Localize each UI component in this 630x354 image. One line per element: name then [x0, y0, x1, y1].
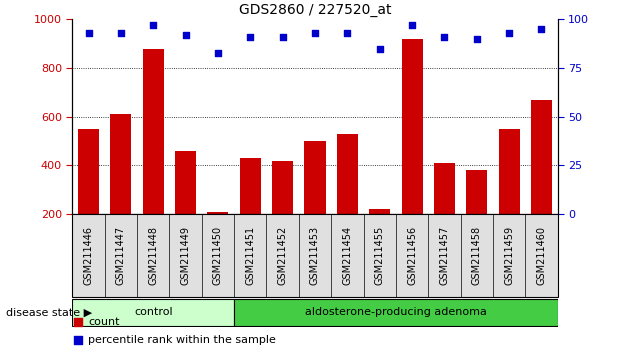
Bar	[72, 299, 234, 326]
Bar	[498, 129, 520, 263]
Point	[439, 34, 449, 40]
Point	[213, 50, 223, 56]
Point	[536, 27, 546, 32]
Point	[72, 337, 83, 342]
Point	[181, 32, 191, 38]
Bar	[143, 49, 164, 263]
Bar	[240, 158, 261, 263]
Text: GSM211455: GSM211455	[375, 226, 385, 285]
Text: GSM211449: GSM211449	[181, 226, 191, 285]
Text: aldosterone-producing adenoma: aldosterone-producing adenoma	[305, 307, 487, 318]
Text: control: control	[134, 307, 173, 318]
Text: disease state ▶: disease state ▶	[6, 307, 93, 318]
Text: GSM211450: GSM211450	[213, 226, 223, 285]
Bar	[401, 39, 423, 263]
Point	[84, 30, 94, 36]
Point	[245, 34, 255, 40]
Bar	[434, 163, 455, 263]
Text: GSM211446: GSM211446	[84, 226, 94, 285]
Text: GSM211459: GSM211459	[504, 226, 514, 285]
Text: GSM211457: GSM211457	[439, 226, 449, 285]
Bar	[337, 134, 358, 263]
Point	[278, 34, 288, 40]
Point	[375, 46, 385, 52]
Bar	[175, 151, 196, 263]
Text: GSM211448: GSM211448	[148, 226, 158, 285]
Point	[472, 36, 482, 42]
Text: GSM211458: GSM211458	[472, 226, 482, 285]
Bar	[369, 209, 390, 263]
Bar	[78, 129, 99, 263]
Point	[407, 23, 417, 28]
Bar	[110, 114, 132, 263]
Text: percentile rank within the sample: percentile rank within the sample	[88, 335, 277, 344]
Point	[116, 30, 126, 36]
Bar	[272, 161, 293, 263]
Text: GSM211451: GSM211451	[245, 226, 255, 285]
Point	[148, 23, 158, 28]
Text: GSM211460: GSM211460	[536, 226, 546, 285]
Bar	[234, 299, 558, 326]
Point	[310, 30, 320, 36]
Text: GSM211447: GSM211447	[116, 226, 126, 285]
Title: GDS2860 / 227520_at: GDS2860 / 227520_at	[239, 3, 391, 17]
Text: GSM211453: GSM211453	[310, 226, 320, 285]
Bar	[531, 100, 552, 263]
Point	[342, 30, 352, 36]
Bar	[304, 141, 326, 263]
Bar	[466, 170, 487, 263]
Text: GSM211456: GSM211456	[407, 226, 417, 285]
Point	[72, 320, 83, 325]
Text: count: count	[88, 318, 120, 327]
Text: GSM211454: GSM211454	[342, 226, 352, 285]
Text: GSM211452: GSM211452	[278, 226, 288, 285]
Point	[504, 30, 514, 36]
Bar	[207, 212, 229, 263]
